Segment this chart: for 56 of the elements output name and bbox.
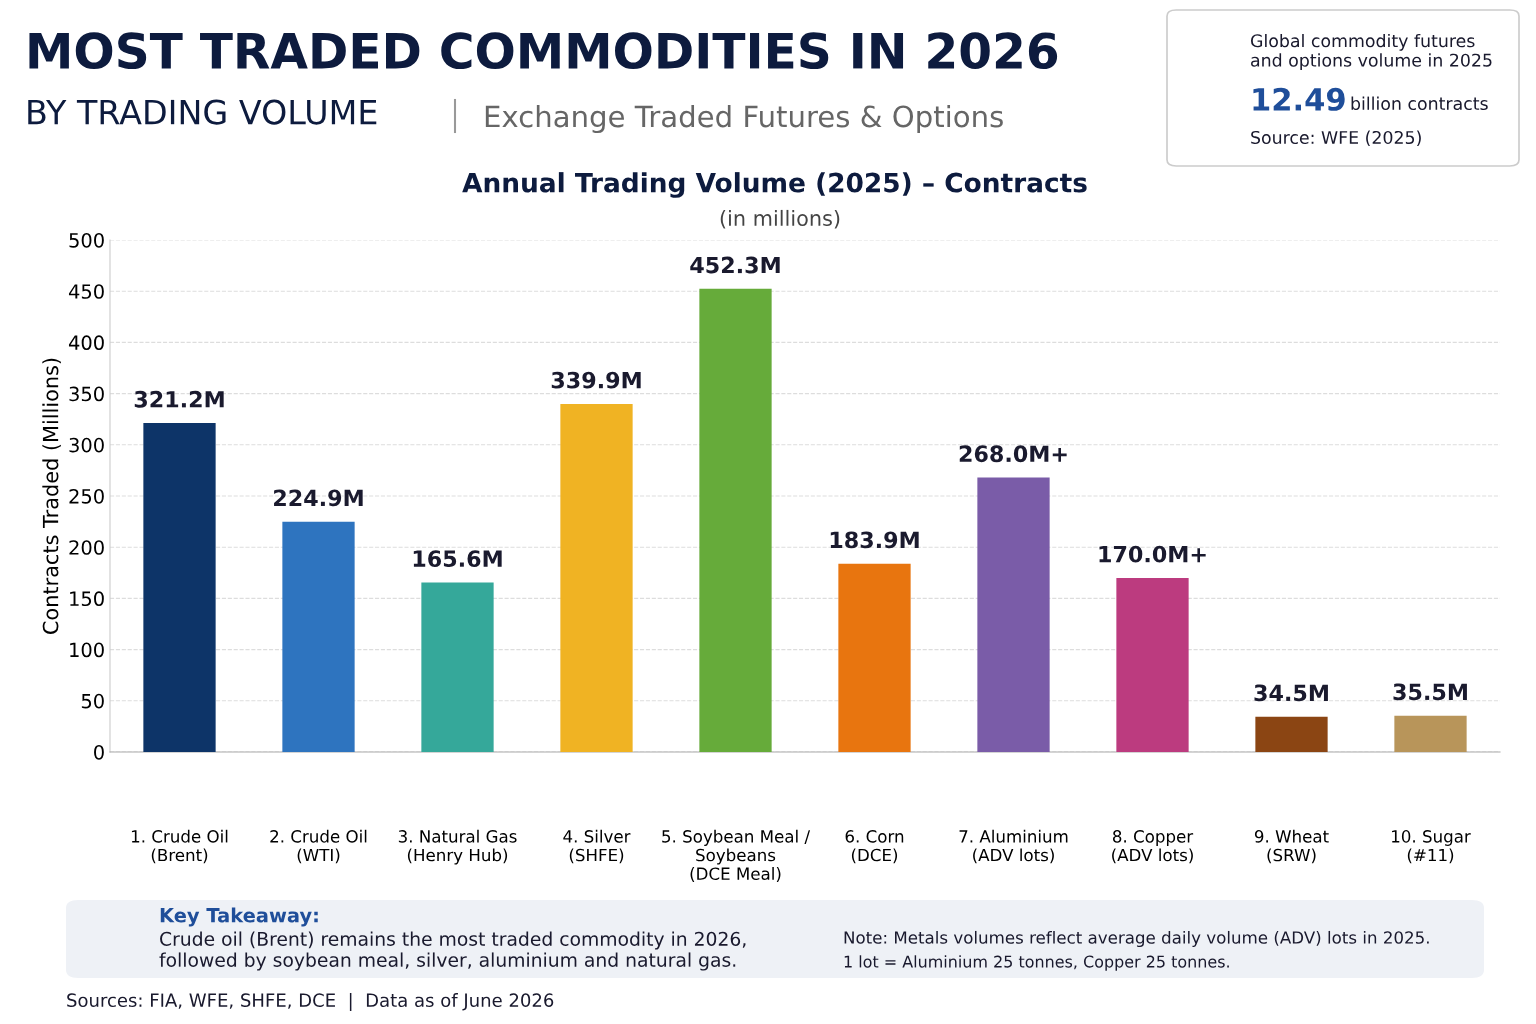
bar bbox=[282, 521, 355, 752]
x-tick-label: 2. Crude Oil (WTI) bbox=[270, 829, 367, 864]
text: (in millions) bbox=[720, 209, 840, 229]
data-label: 339.9M bbox=[551, 371, 641, 389]
source-note: Sources: FIA, WFE, SHFE, DCE | Data as of June 2026 bbox=[67, 992, 554, 1012]
x-tick-label: 10. Sugar (#11) bbox=[1392, 830, 1471, 864]
data-label: 34.5M bbox=[1254, 684, 1328, 702]
y-tick-label: 350 bbox=[69, 386, 104, 402]
text: Note: Metals volumes reflect average daily volume (ADV) lots in 2025. bbox=[844, 930, 1429, 948]
x-tick-label: 6. Corn (DCE) bbox=[845, 830, 904, 864]
bar bbox=[1116, 577, 1189, 752]
bar bbox=[560, 403, 633, 752]
source-note: Source: WFE (2025) bbox=[1251, 130, 1421, 147]
x-tick-label: 9. Wheat (SRW) bbox=[1254, 829, 1329, 864]
text: Exchange Traded Futures & Options bbox=[485, 104, 1003, 134]
y-tick-label: 200 bbox=[69, 540, 104, 555]
text: Global commodity futures and options volume in 2025 bbox=[1250, 33, 1492, 71]
x-tick-label: 4. Silver (SHFE) bbox=[563, 829, 631, 864]
text: 1 lot = Aluminium 25 tonnes, Copper 25 tonnes. bbox=[844, 955, 1229, 971]
data-label: 224.9M bbox=[274, 489, 363, 507]
bar bbox=[977, 477, 1050, 752]
text: Annual Trading Volume (2025) – Contracts bbox=[462, 172, 1087, 198]
data-label: 268.0M+ bbox=[959, 445, 1067, 463]
bar bbox=[1394, 715, 1467, 752]
data-label: 170.0M+ bbox=[1099, 545, 1206, 563]
x-tick-label: 7. Aluminium (ADV lots) bbox=[959, 829, 1068, 864]
text: Crude oil (Brent) remains the most traded commodity in 2026, followed by soybean meal, silver, aluminium and natural gas. bbox=[159, 931, 746, 971]
data-label: 321.2M bbox=[134, 390, 224, 408]
x-tick-label: 3. Natural Gas (Henry Hub) bbox=[398, 829, 517, 865]
x-tick-label: 1. Crude Oil (Brent) bbox=[131, 829, 228, 864]
data-label: 183.9M bbox=[830, 531, 919, 549]
y-axis-title: Contracts Traded (Millions) bbox=[42, 358, 61, 634]
y-tick-label: 50 bbox=[81, 693, 104, 709]
bar bbox=[1255, 716, 1328, 752]
text: billion contracts bbox=[1351, 96, 1488, 111]
bar bbox=[421, 582, 494, 752]
y-tick-label: 400 bbox=[68, 335, 104, 351]
chart-subtitle: BY TRADING VOLUME bbox=[28, 99, 377, 125]
bar bbox=[699, 288, 772, 752]
data-label: 452.3M bbox=[690, 256, 780, 274]
x-tick-label: 5. Soybean Meal / Soybeans (DCE Meal) bbox=[662, 829, 811, 882]
y-tick-label: 150 bbox=[70, 591, 104, 607]
text: Key Takeaway: bbox=[160, 907, 318, 927]
y-tick-label: 100 bbox=[70, 642, 104, 658]
chart-title: MOST TRADED COMMODITIES IN 2026 bbox=[29, 32, 1058, 70]
data-label: 35.5M bbox=[1393, 683, 1467, 701]
y-tick-label: 500 bbox=[69, 232, 104, 248]
data-label: 165.6M bbox=[413, 550, 502, 568]
bar bbox=[143, 423, 216, 752]
y-tick-label: 450 bbox=[68, 284, 104, 299]
y-tick-label: 0 bbox=[94, 744, 104, 760]
bar bbox=[838, 563, 911, 752]
y-tick-label: 250 bbox=[69, 488, 104, 504]
text: 12.49 bbox=[1253, 87, 1345, 111]
y-tick-label: 300 bbox=[69, 437, 104, 453]
x-tick-label: 8. Copper (ADV lots) bbox=[1112, 830, 1194, 864]
